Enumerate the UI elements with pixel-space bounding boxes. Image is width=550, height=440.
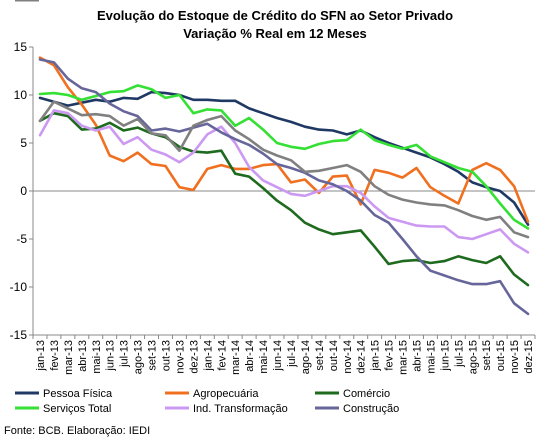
- legend: Pessoa Física Agropecuária Comércio Serviço…: [15, 0, 399, 415]
- y-tick-label: 10: [14, 88, 28, 102]
- axes: 15 10 5 0 -5 -10 -15: [10, 40, 536, 342]
- x-tick-label: set-15: [481, 340, 493, 371]
- x-tick-label: jul-14: [286, 340, 298, 368]
- x-tick-label: jan-14: [202, 340, 214, 372]
- x-tick-label: out-13: [160, 340, 172, 371]
- x-tick-label: dez-15: [523, 340, 535, 374]
- x-tick-label: mai-14: [258, 340, 270, 374]
- legend-label: Construção: [343, 403, 399, 415]
- x-tick-label: fev-14: [216, 340, 228, 371]
- y-tick-label: 5: [20, 136, 27, 150]
- x-tick-label: mar-15: [398, 340, 410, 375]
- x-tick-label: jun-13: [105, 340, 117, 372]
- x-tick-label: jun-15: [439, 340, 451, 372]
- x-tick-label: set-13: [147, 340, 159, 371]
- x-tick-label: out-15: [495, 340, 507, 371]
- x-tick-labels: jan-13 fev-13 mar-13 abr-13 mai-13 jun-13 jul-…: [35, 340, 535, 375]
- x-tick-label: mai-15: [425, 340, 437, 374]
- series-line: [38, 58, 530, 316]
- x-tick-label: abr-15: [411, 340, 423, 372]
- series-line: [38, 56, 530, 223]
- legend-label: Ind. Transformação: [193, 403, 288, 415]
- series-line: [38, 84, 530, 230]
- x-tick-label: abr-14: [244, 340, 256, 372]
- x-tick-label: dez-14: [356, 340, 368, 374]
- chart-title: Evolução do Estoque de Crédito do SFN ao…: [97, 8, 453, 23]
- x-tick-label: nov-15: [509, 340, 521, 374]
- source-note: Fonte: BCB. Elaboração: IEDI: [4, 425, 150, 437]
- x-tick-label: set-14: [314, 340, 326, 371]
- legend-label: Indústria Total: [43, 0, 111, 3]
- series-line: [38, 109, 530, 254]
- y-tick-label: 15: [14, 40, 28, 54]
- y-tick-label: -15: [10, 328, 28, 342]
- legend-label: Serviços Total: [43, 403, 111, 415]
- x-tick-label: mai-13: [91, 340, 103, 374]
- x-tick-label: ago-14: [300, 340, 312, 374]
- legend-label: Comércio: [343, 388, 390, 400]
- x-tick-label: jul-15: [453, 340, 465, 368]
- x-tick-label: abr-13: [77, 340, 89, 372]
- x-tick-label: mar-14: [230, 340, 242, 375]
- series-lines: [38, 56, 530, 316]
- x-tick-label: nov-13: [174, 340, 186, 374]
- x-tick-label: fev-13: [49, 340, 61, 371]
- y-tick-label: -5: [16, 232, 27, 246]
- x-tick-label: nov-14: [342, 340, 354, 374]
- series-line: [38, 100, 530, 239]
- chart-subtitle: Variação % Real em 12 Meses: [183, 26, 367, 41]
- x-tick-label: jan-13: [35, 340, 47, 372]
- x-tick-label: jun-14: [272, 340, 284, 372]
- x-tick-label: mar-13: [63, 340, 75, 375]
- x-tick-label: ago-15: [467, 340, 479, 374]
- x-tick-label: jan-15: [370, 340, 382, 372]
- x-tick-label: fev-15: [384, 340, 396, 371]
- series-line: [38, 90, 530, 226]
- series-line: [38, 111, 530, 287]
- legend-label: Pessoa Física: [43, 388, 113, 400]
- x-tick-label: ago-13: [133, 340, 145, 374]
- x-tick-label: out-14: [328, 340, 340, 371]
- y-tick-label: 0: [20, 184, 27, 198]
- x-tick-label: dez-13: [188, 340, 200, 374]
- x-tick-label: jul-13: [119, 340, 131, 368]
- y-tick-label: -10: [10, 280, 28, 294]
- legend-label: Agropecuária: [193, 388, 259, 400]
